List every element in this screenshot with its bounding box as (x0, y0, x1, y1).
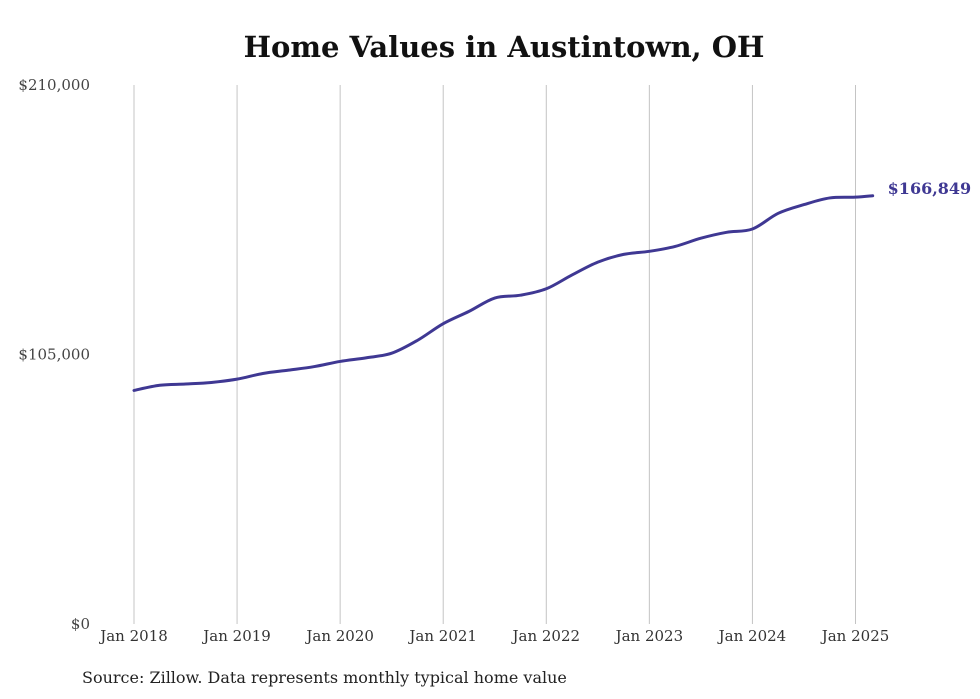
y-tick-label: $210,000 (18, 76, 90, 94)
x-tick-label: Jan 2022 (511, 627, 581, 645)
source-note: Source: Zillow. Data represents monthly … (82, 668, 567, 687)
data-point (494, 297, 496, 299)
data-point (287, 369, 289, 371)
data-point (468, 310, 470, 312)
home-value-line (132, 194, 875, 392)
data-point (854, 196, 856, 198)
data-point (571, 274, 573, 276)
data-point (236, 378, 238, 380)
data-point (159, 384, 161, 386)
data-point (545, 288, 547, 290)
data-point (313, 365, 315, 367)
data-point (390, 352, 392, 354)
chart-title: Home Values in Austintown, OH (243, 30, 765, 64)
data-point (210, 381, 212, 383)
data-point (700, 237, 702, 239)
data-point (829, 197, 831, 199)
data-point (648, 250, 650, 252)
data-point (597, 261, 599, 263)
x-tick-label: Jan 2020 (304, 627, 374, 645)
x-tick-label: Jan 2023 (614, 627, 684, 645)
x-tick-label: Jan 2019 (201, 627, 271, 645)
data-point (803, 203, 805, 205)
data-point (339, 360, 341, 362)
x-tick-label: Jan 2024 (717, 627, 787, 645)
y-tick-label: $0 (71, 615, 90, 633)
gridlines (133, 85, 856, 624)
data-point (777, 212, 779, 214)
data-point (184, 383, 186, 385)
data-point (871, 195, 873, 197)
end-value-label: $166,849 (888, 179, 972, 198)
y-tick-label: $105,000 (18, 346, 90, 364)
data-point (133, 389, 135, 391)
data-point (751, 228, 753, 230)
data-point (725, 231, 727, 233)
data-point (622, 253, 624, 255)
y-axis-tick-labels: $0 $105,000 $210,000 (18, 76, 90, 633)
data-point (365, 357, 367, 359)
data-point (416, 339, 418, 341)
x-axis-tick-labels: Jan 2018 Jan 2019 Jan 2020 Jan 2021 Jan 2022… (98, 627, 889, 645)
data-point (519, 294, 521, 296)
x-tick-label: Jan 2021 (407, 627, 477, 645)
x-tick-label: Jan 2025 (820, 627, 890, 645)
series-layer: $166,849 (132, 179, 972, 392)
data-point (442, 323, 444, 325)
data-point (262, 372, 264, 374)
data-point (674, 245, 676, 247)
x-tick-label: Jan 2018 (98, 627, 168, 645)
